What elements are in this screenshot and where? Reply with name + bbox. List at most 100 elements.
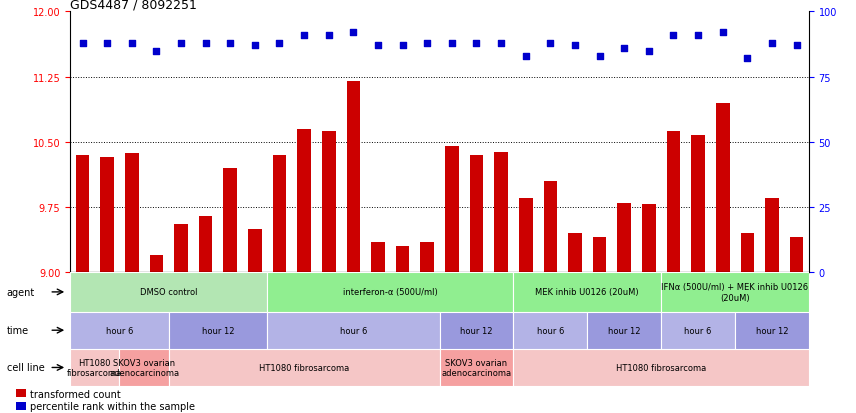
Point	[445, 40, 459, 47]
Point	[75, 40, 89, 47]
Point	[765, 40, 779, 47]
Bar	[445, 147, 459, 273]
Bar	[514, 312, 587, 349]
Text: hour 6: hour 6	[537, 326, 564, 335]
Bar	[740, 234, 754, 273]
Point	[692, 33, 705, 39]
Point	[790, 43, 804, 50]
Text: hour 12: hour 12	[756, 326, 788, 335]
Bar	[16, 402, 26, 410]
Bar	[70, 312, 169, 349]
Point	[519, 53, 532, 60]
Bar	[568, 234, 582, 273]
Bar	[661, 273, 809, 312]
Point	[347, 30, 360, 36]
Point	[322, 33, 336, 39]
Text: hour 12: hour 12	[202, 326, 235, 335]
Text: HT1080
fibrosarcoma: HT1080 fibrosarcoma	[68, 358, 122, 377]
Bar	[267, 273, 514, 312]
Bar	[667, 132, 681, 273]
Text: GDS4487 / 8092251: GDS4487 / 8092251	[70, 0, 197, 11]
Point	[273, 40, 287, 47]
Text: DMSO control: DMSO control	[140, 288, 198, 297]
Bar	[150, 255, 163, 273]
Point	[642, 48, 656, 55]
Bar	[514, 349, 809, 386]
Point	[544, 40, 557, 47]
Point	[470, 40, 484, 47]
Point	[150, 48, 163, 55]
Bar	[470, 156, 484, 273]
Point	[395, 43, 409, 50]
Bar	[175, 225, 187, 273]
Text: agent: agent	[7, 287, 35, 297]
Bar	[125, 154, 139, 273]
Bar	[790, 238, 804, 273]
Point	[174, 40, 187, 47]
Bar	[267, 312, 439, 349]
Bar	[100, 157, 114, 273]
Point	[248, 43, 262, 50]
Bar	[440, 349, 514, 386]
Text: interferon-α (500U/ml): interferon-α (500U/ml)	[343, 288, 437, 297]
Bar	[587, 312, 661, 349]
Bar	[765, 199, 779, 273]
Bar	[593, 238, 606, 273]
Bar	[735, 312, 809, 349]
Text: time: time	[7, 325, 29, 335]
Bar	[395, 247, 409, 273]
Point	[100, 40, 114, 47]
Bar	[70, 273, 267, 312]
Bar	[297, 130, 311, 273]
Point	[420, 40, 434, 47]
Bar	[120, 349, 169, 386]
Bar	[16, 389, 26, 397]
Text: hour 6: hour 6	[685, 326, 712, 335]
Bar	[519, 199, 532, 273]
Text: SKOV3 ovarian
adenocarcinoma: SKOV3 ovarian adenocarcinoma	[109, 358, 179, 377]
Bar	[223, 169, 237, 273]
Bar	[495, 153, 508, 273]
Bar	[75, 156, 89, 273]
Point	[592, 53, 606, 60]
Text: hour 12: hour 12	[461, 326, 493, 335]
Text: cell line: cell line	[7, 363, 45, 373]
Bar	[372, 242, 384, 273]
Bar	[716, 104, 729, 273]
Point	[667, 33, 681, 39]
Text: HT1080 fibrosarcoma: HT1080 fibrosarcoma	[259, 363, 349, 372]
Bar	[661, 312, 735, 349]
Bar	[642, 205, 656, 273]
Text: hour 6: hour 6	[106, 326, 134, 335]
Bar	[617, 203, 631, 273]
Bar	[692, 135, 704, 273]
Point	[568, 43, 582, 50]
Bar	[273, 156, 286, 273]
Bar	[322, 132, 336, 273]
Point	[494, 40, 508, 47]
Point	[199, 40, 212, 47]
Point	[223, 40, 237, 47]
Point	[372, 43, 385, 50]
Bar	[169, 349, 439, 386]
Text: HT1080 fibrosarcoma: HT1080 fibrosarcoma	[616, 363, 706, 372]
Bar	[420, 242, 434, 273]
Point	[740, 56, 754, 62]
Bar	[199, 216, 212, 273]
Bar	[440, 312, 514, 349]
Point	[125, 40, 139, 47]
Bar	[347, 82, 360, 273]
Text: transformed count: transformed count	[30, 389, 121, 399]
Point	[716, 30, 729, 36]
Text: SKOV3 ovarian
adenocarcinoma: SKOV3 ovarian adenocarcinoma	[442, 358, 512, 377]
Bar	[544, 182, 557, 273]
Text: percentile rank within the sample: percentile rank within the sample	[30, 401, 195, 411]
Text: MEK inhib U0126 (20uM): MEK inhib U0126 (20uM)	[536, 288, 639, 297]
Bar	[169, 312, 267, 349]
Bar	[70, 349, 120, 386]
Point	[617, 45, 631, 52]
Text: hour 12: hour 12	[608, 326, 640, 335]
Bar	[248, 229, 262, 273]
Text: IFNα (500U/ml) + MEK inhib U0126
(20uM): IFNα (500U/ml) + MEK inhib U0126 (20uM)	[662, 282, 809, 302]
Bar	[514, 273, 661, 312]
